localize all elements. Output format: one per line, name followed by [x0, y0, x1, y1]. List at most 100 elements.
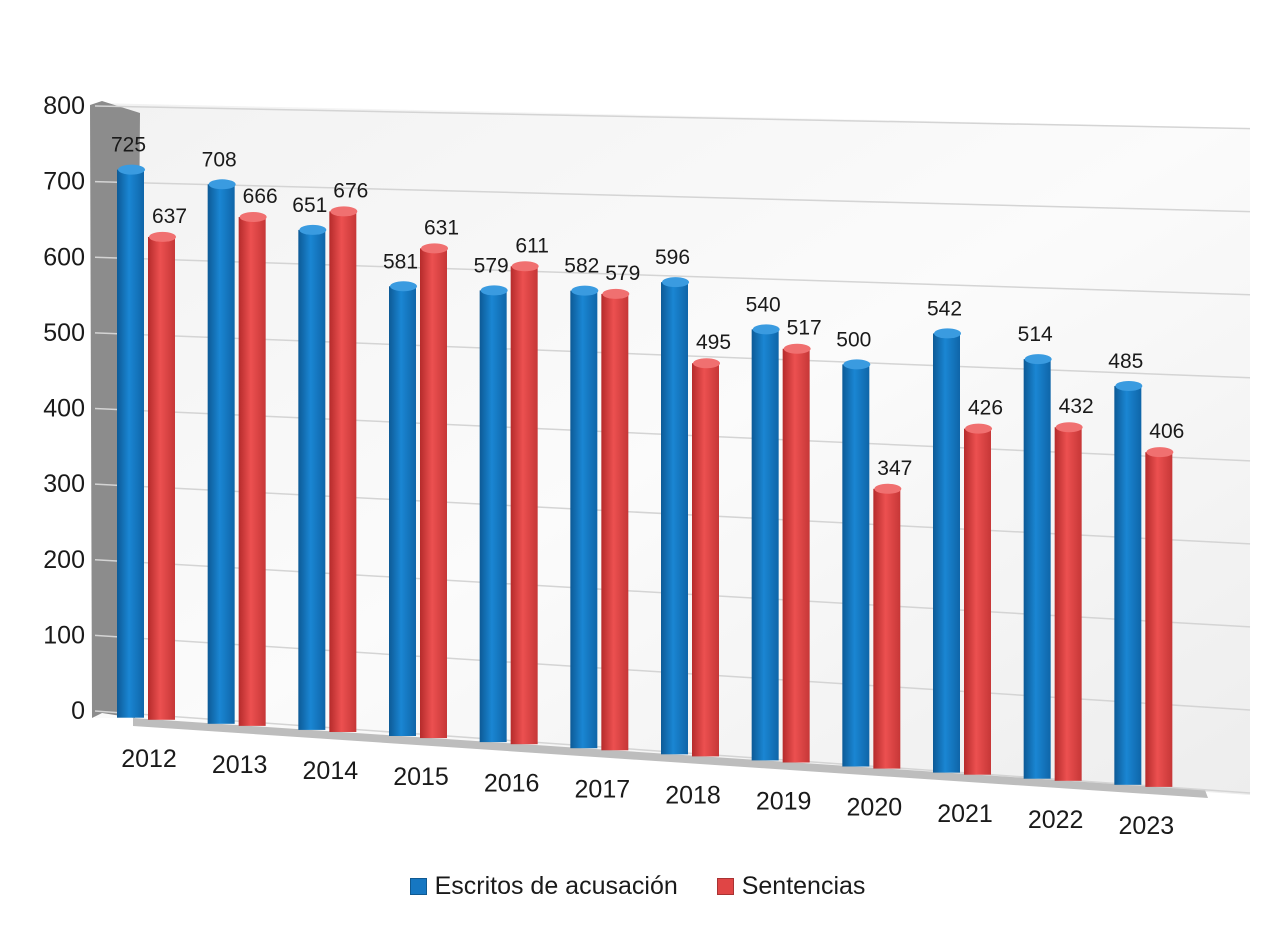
bar-top — [843, 359, 871, 370]
bar — [933, 333, 960, 773]
bar-top — [934, 328, 961, 339]
y-tick-label: 0 — [71, 697, 85, 725]
data-label: 517 — [787, 317, 822, 340]
bar — [782, 348, 810, 763]
bar — [873, 488, 901, 769]
x-tick-label: 2015 — [393, 763, 449, 791]
bar-top — [149, 231, 176, 242]
bar-top — [1024, 354, 1052, 365]
data-label: 596 — [655, 246, 690, 269]
data-label: 637 — [152, 205, 187, 228]
legend-label-sentencias: Sentencias — [741, 872, 866, 900]
x-tick-label: 2023 — [1119, 812, 1175, 840]
bar — [1114, 385, 1142, 785]
bar — [117, 169, 144, 718]
bar-top — [602, 288, 630, 299]
data-label: 725 — [111, 134, 146, 157]
bar-top — [1055, 422, 1083, 433]
bar — [479, 290, 507, 743]
y-axis-tick-labels: 0 100 200 300 400 500 600 700 800 — [43, 92, 85, 725]
legend-swatch-red-icon — [716, 878, 734, 895]
data-label: 631 — [424, 216, 459, 239]
y-tick-label: 600 — [43, 243, 85, 271]
y-tick-label: 400 — [43, 395, 85, 423]
bar-top — [783, 343, 811, 354]
x-tick-label: 2013 — [212, 751, 268, 779]
bar — [601, 293, 629, 751]
data-label: 485 — [1108, 350, 1143, 373]
legend-swatch-blue-icon — [409, 878, 427, 895]
data-label: 500 — [836, 328, 871, 351]
bar-top — [965, 423, 992, 434]
bar-top — [118, 164, 145, 175]
data-label: 542 — [927, 297, 962, 320]
y-tick-label: 100 — [43, 621, 85, 649]
bar — [389, 286, 416, 736]
x-tick-label: 2019 — [756, 788, 812, 816]
data-label: 406 — [1149, 420, 1184, 443]
y-tick-label: 800 — [43, 92, 85, 120]
data-label: 579 — [474, 254, 509, 277]
legend: Escritos de acusación Sentencias — [0, 872, 1275, 902]
bar-top — [511, 261, 539, 272]
bar — [570, 290, 598, 749]
y-tick-label: 500 — [43, 319, 85, 347]
bar — [842, 364, 870, 767]
bar-top — [693, 358, 720, 369]
x-tick-label: 2014 — [303, 757, 359, 785]
data-label: 514 — [1018, 323, 1053, 346]
data-label: 582 — [564, 255, 599, 278]
floor — [133, 718, 1208, 798]
bar-top — [662, 277, 689, 288]
bar — [207, 184, 235, 724]
data-label: 540 — [746, 293, 781, 316]
bar-top — [480, 285, 508, 296]
bar — [964, 428, 991, 775]
x-tick-label: 2020 — [847, 794, 903, 822]
bar — [420, 248, 447, 739]
bar-top — [330, 206, 358, 217]
bar — [692, 363, 719, 757]
x-tick-label: 2016 — [484, 769, 540, 797]
data-label: 432 — [1059, 395, 1094, 418]
bar-top — [421, 243, 448, 254]
data-label: 611 — [515, 234, 548, 257]
x-tick-label: 2022 — [1028, 806, 1084, 834]
bar-top — [390, 281, 417, 292]
legend-label-escritos: Escritos de acusación — [434, 872, 678, 900]
y-tick-label: 300 — [43, 470, 85, 498]
gridline — [94, 105, 1251, 130]
data-label: 666 — [243, 185, 278, 208]
bar-series — [117, 164, 1174, 787]
y-tick-label: 200 — [43, 546, 85, 574]
bar — [751, 329, 779, 761]
bar — [661, 282, 688, 755]
data-label: 651 — [292, 194, 327, 217]
bar — [298, 229, 326, 730]
bar-top — [208, 179, 236, 190]
gridline — [94, 180, 1251, 213]
data-label: 347 — [877, 457, 912, 480]
data-label: 676 — [333, 179, 368, 202]
legend-item-escritos: Escritos de acusación — [409, 872, 678, 901]
x-axis-tick-labels: 2012 2013 2014 2015 2016 2017 2018 2019 2020 2021… — [121, 745, 1174, 840]
bar — [238, 217, 266, 726]
data-label: 495 — [696, 331, 731, 354]
bar-top — [239, 212, 267, 223]
x-tick-label: 2012 — [121, 745, 177, 773]
bar — [1054, 427, 1082, 781]
legend-item-sentencias: Sentencias — [716, 872, 866, 901]
y-tick-label: 700 — [43, 168, 85, 196]
data-label: 708 — [202, 148, 237, 171]
data-label: 579 — [605, 262, 640, 285]
bar-top — [1115, 380, 1143, 391]
data-labels: 725 637 708 666 651 676 581 631 579 611 582 579 596 4… — [111, 134, 1184, 480]
bar-top — [299, 224, 327, 235]
bar — [1145, 452, 1173, 787]
bar-top — [571, 285, 599, 296]
gridline — [94, 256, 1251, 296]
bar — [510, 266, 538, 745]
bar-top — [1146, 447, 1174, 458]
bar — [1023, 359, 1051, 779]
